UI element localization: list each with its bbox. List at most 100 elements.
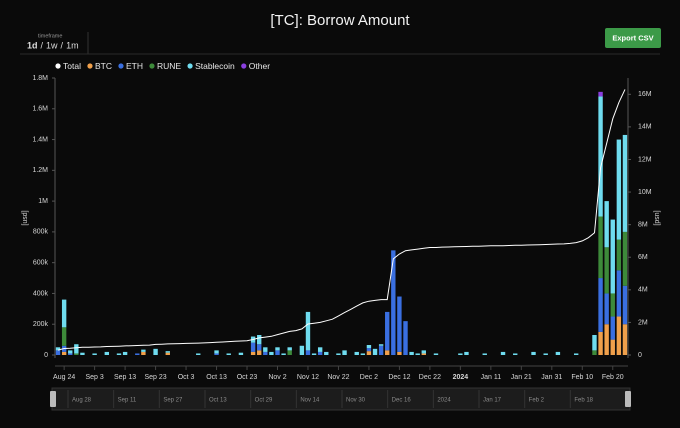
bar <box>531 351 536 355</box>
x-tick-label: Oct 13 <box>206 374 227 381</box>
bar <box>604 201 609 248</box>
bar <box>92 353 97 355</box>
legend-marker[interactable] <box>187 63 193 69</box>
export-button-label[interactable]: Export CSV <box>612 33 653 42</box>
bar <box>317 347 323 352</box>
export-button[interactable] <box>605 28 661 48</box>
bar <box>287 347 292 351</box>
navigator-label: Feb 2 <box>529 398 545 404</box>
bar <box>409 351 414 355</box>
x-tick-label: Oct 23 <box>237 374 258 381</box>
y2-tick-label: 12M <box>638 156 652 163</box>
bar <box>433 353 439 355</box>
y-tick-label: 800k <box>33 229 49 236</box>
bar <box>257 334 262 345</box>
navigator-label: Dec 16 <box>392 398 412 404</box>
bar <box>238 352 244 355</box>
bar <box>622 134 628 232</box>
bar <box>135 353 140 355</box>
navigator-handle[interactable] <box>50 391 56 407</box>
bar <box>397 296 402 352</box>
timeframe-option[interactable]: 1w <box>46 40 58 50</box>
bar <box>421 353 426 355</box>
timeframe-option[interactable]: 1m <box>66 40 79 50</box>
navigator-label: Nov 14 <box>300 398 320 404</box>
bar <box>366 348 372 352</box>
bar <box>55 347 61 351</box>
legend-label[interactable]: Stablecoin <box>195 61 235 71</box>
bar <box>604 247 609 294</box>
x-tick-label: Jan 31 <box>541 374 562 381</box>
bar <box>622 231 628 286</box>
x-tick-label: 2024 <box>453 374 469 381</box>
navigator-label: Aug 28 <box>72 398 92 404</box>
timeframe-option[interactable]: 1d <box>27 40 38 50</box>
bar <box>165 351 170 353</box>
bar <box>385 350 390 355</box>
y2-tick-label: 14M <box>638 124 652 131</box>
bar <box>104 351 110 355</box>
legend-marker[interactable] <box>149 63 155 69</box>
y2-tick-label: 4M <box>638 287 648 294</box>
legend-marker[interactable] <box>55 63 61 69</box>
x-tick-label: Nov 22 <box>327 374 349 381</box>
bar <box>391 250 396 355</box>
bar <box>366 351 372 355</box>
legend-marker[interactable] <box>241 63 247 69</box>
chart-title: [TC]: Borrow Amount <box>270 12 410 29</box>
timeframe-separator: / <box>41 40 44 50</box>
bar <box>324 351 329 355</box>
bar <box>604 293 609 325</box>
bar <box>616 316 622 355</box>
y-tick-label: 1M <box>38 198 48 205</box>
x-tick-label: Sep 23 <box>144 374 166 381</box>
y2-tick-label: 6M <box>638 254 648 261</box>
bar <box>165 352 170 355</box>
bar <box>281 353 286 355</box>
bar <box>360 353 366 355</box>
x-tick-label: Aug 24 <box>53 374 75 381</box>
y-tick-label: 1.2M <box>32 167 48 174</box>
bar <box>366 344 372 349</box>
legend-label[interactable]: ETH <box>126 61 143 71</box>
bar <box>263 351 268 355</box>
bar <box>598 96 603 217</box>
bar <box>610 293 615 317</box>
bar <box>196 353 201 355</box>
legend-label[interactable]: RUNE <box>157 61 181 71</box>
navigator-label: Nov 30 <box>346 398 366 404</box>
navigator-label: 2024 <box>437 398 451 404</box>
x-tick-label: Jan 11 <box>481 374 502 381</box>
bar <box>287 350 292 355</box>
bar <box>482 353 487 355</box>
bar <box>336 353 341 355</box>
legend-label[interactable]: Other <box>249 61 270 71</box>
navigator-label: Sep 11 <box>118 398 137 404</box>
bar <box>573 353 579 355</box>
legend-label[interactable]: Total <box>63 61 81 71</box>
y2-tick-label: 8M <box>638 221 648 228</box>
bar <box>610 219 615 294</box>
x-tick-label: Jan 21 <box>511 374 532 381</box>
navigator-handle[interactable] <box>625 391 631 407</box>
y-tick-label: 0 <box>44 352 48 359</box>
y2-tick-label: 2M <box>638 319 648 326</box>
bar <box>226 353 231 355</box>
bar <box>598 91 603 97</box>
bar <box>214 353 219 355</box>
legend-label[interactable]: BTC <box>95 61 112 71</box>
legend-marker[interactable] <box>118 63 124 69</box>
bar <box>415 353 420 355</box>
timeframe-label: timeframe <box>38 33 62 39</box>
bar <box>311 353 317 355</box>
bar <box>275 347 280 351</box>
bar <box>317 351 323 355</box>
y-tick-label: 1.4M <box>32 136 48 143</box>
y-tick-label: 1.6M <box>32 106 48 113</box>
legend-marker[interactable] <box>87 63 93 69</box>
bar <box>68 353 73 355</box>
bar <box>257 350 262 355</box>
y-tick-label: 600k <box>33 260 49 267</box>
